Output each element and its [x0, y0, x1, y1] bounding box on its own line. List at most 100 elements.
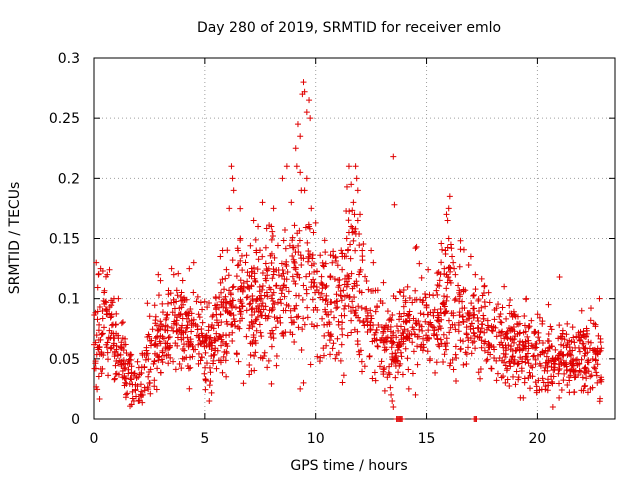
data-point	[165, 291, 172, 298]
data-point	[515, 321, 522, 328]
data-point	[563, 331, 570, 338]
data-point	[452, 343, 459, 350]
data-point	[438, 259, 445, 266]
data-point	[97, 336, 104, 343]
data-point	[456, 298, 463, 305]
data-point	[206, 300, 213, 307]
data-point	[351, 326, 358, 333]
data-point	[556, 394, 563, 401]
data-point	[287, 307, 294, 314]
data-point	[359, 368, 366, 375]
data-point	[352, 307, 359, 314]
data-point	[518, 368, 525, 375]
data-point	[591, 364, 598, 371]
data-point	[414, 361, 421, 368]
data-point	[208, 389, 215, 396]
data-point	[267, 330, 274, 337]
data-point	[338, 297, 345, 304]
data-point	[516, 347, 523, 354]
data-point	[206, 343, 213, 350]
data-point	[330, 340, 337, 347]
data-point	[564, 367, 571, 374]
data-point	[278, 290, 285, 297]
data-point	[252, 349, 259, 356]
data-point	[203, 342, 210, 349]
data-point	[268, 307, 275, 314]
data-point	[481, 347, 488, 354]
data-point	[111, 334, 118, 341]
data-point	[220, 303, 227, 310]
data-point	[269, 306, 276, 313]
data-point	[433, 331, 440, 338]
data-point	[136, 371, 143, 378]
data-point	[361, 363, 368, 370]
data-point	[246, 362, 253, 369]
data-point	[477, 375, 484, 382]
data-point	[468, 350, 475, 357]
data-point	[139, 351, 146, 358]
data-point	[114, 352, 121, 359]
data-point	[259, 300, 266, 307]
data-point	[274, 242, 281, 249]
data-point	[381, 338, 388, 345]
data-point	[485, 289, 492, 296]
data-point	[547, 323, 554, 330]
data-point	[292, 280, 299, 287]
data-point	[310, 260, 317, 267]
data-point	[163, 315, 170, 322]
data-point	[559, 330, 566, 337]
data-point	[185, 342, 192, 349]
data-point	[144, 350, 151, 357]
data-point	[219, 338, 226, 345]
data-point	[173, 328, 180, 335]
data-point	[216, 294, 223, 301]
data-point	[264, 293, 271, 300]
x-tick-label: 5	[200, 431, 209, 447]
data-point	[361, 322, 368, 329]
data-point	[450, 366, 457, 373]
data-point	[465, 261, 472, 268]
data-point	[378, 358, 385, 365]
data-point	[339, 319, 346, 326]
data-point	[544, 348, 551, 355]
data-point	[532, 361, 539, 368]
data-point	[170, 358, 177, 365]
data-point	[155, 326, 162, 333]
data-point	[506, 302, 513, 309]
data-point	[244, 269, 251, 276]
data-point	[218, 289, 225, 296]
data-point	[380, 328, 387, 335]
data-point	[356, 242, 363, 249]
data-point	[228, 163, 235, 170]
data-point	[441, 351, 448, 358]
data-point	[101, 287, 108, 294]
data-point	[584, 349, 591, 356]
data-point	[327, 273, 334, 280]
data-point	[154, 365, 161, 372]
data-point	[594, 345, 601, 352]
data-point	[522, 359, 529, 366]
data-point	[113, 342, 120, 349]
data-point	[199, 306, 206, 313]
data-point	[322, 297, 329, 304]
data-point	[323, 282, 330, 289]
data-point	[334, 335, 341, 342]
data-point	[335, 349, 342, 356]
data-point	[285, 303, 292, 310]
data-point	[496, 329, 503, 336]
data-point	[223, 350, 230, 357]
data-point	[299, 326, 306, 333]
data-point	[119, 319, 126, 326]
data-point	[475, 318, 482, 325]
x-tick-label: 0	[90, 431, 99, 447]
data-point	[460, 288, 467, 295]
data-point	[338, 325, 345, 332]
data-point	[475, 296, 482, 303]
data-point	[289, 237, 296, 244]
data-point	[256, 288, 263, 295]
data-point	[294, 121, 301, 128]
data-point	[345, 217, 352, 224]
data-point	[196, 314, 203, 321]
data-point	[503, 315, 510, 322]
data-point	[197, 357, 204, 364]
